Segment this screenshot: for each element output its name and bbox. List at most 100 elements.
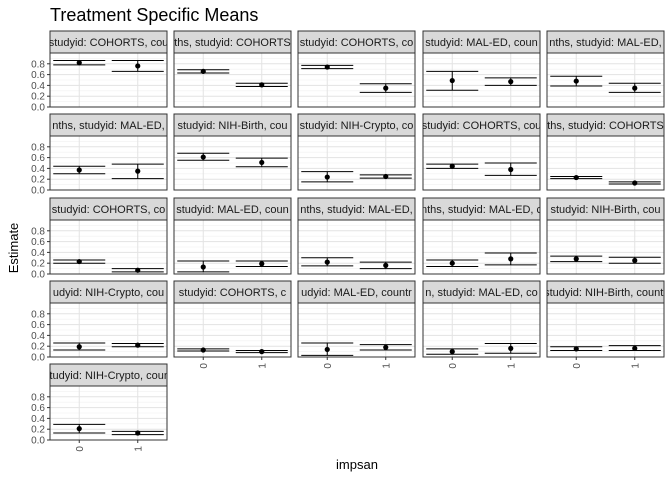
panel-border	[422, 302, 541, 358]
y-tick-label: 0.2	[31, 92, 45, 103]
estimate-point	[632, 257, 638, 264]
x-tick-label: 1	[506, 363, 517, 369]
estimate-point	[508, 79, 514, 85]
x-tick-label: 1	[133, 446, 144, 452]
y-tick-label: 0.6	[31, 70, 45, 81]
estimate-point	[135, 430, 141, 436]
facet-panel: n, studyid: MAL-ED, co 0 1	[422, 280, 541, 369]
x-tick-label: 0	[572, 363, 583, 369]
facet-strip-label: udyid: NIH-Crypto, cou	[53, 287, 164, 299]
y-tick-label: 0.4	[31, 331, 45, 342]
panel-border	[297, 219, 416, 275]
panel-border	[297, 135, 416, 191]
y-tick-label: 0.0	[31, 353, 45, 364]
facet-panel: ths, studyid: COHORTS	[173, 30, 292, 108]
y-axis-title: Estimate	[6, 223, 21, 274]
x-tick-label: 0	[75, 446, 86, 452]
panel-border	[422, 219, 541, 275]
estimate-point	[508, 345, 514, 351]
estimate-point	[508, 166, 514, 173]
x-tick-label: 1	[381, 363, 392, 369]
panel-border	[49, 135, 168, 191]
panel-border	[173, 219, 292, 275]
estimate-point	[324, 174, 330, 180]
facet-strip-label: studyid: NIH-Birth, cou	[177, 120, 287, 132]
facet-panel: studyid: COHORTS, co 0.00.20.40.60.8	[31, 197, 168, 281]
y-tick-label: 0.4	[31, 248, 45, 259]
facet-strip-label: studyid: NIH-Birth, countr	[544, 287, 667, 299]
estimate-point	[200, 347, 206, 353]
estimate-point	[383, 262, 389, 268]
panel-border	[297, 52, 416, 108]
facet-panel: studyid: NIH-Crypto, count 0.00.20.40.60.…	[31, 363, 173, 452]
facet-strip-label: studyid: NIH-Crypto, count	[44, 370, 173, 382]
estimate-point	[259, 261, 265, 267]
panel-border	[49, 385, 168, 441]
facet-strip-label: nths, studyid: MAL-ED, c	[421, 204, 543, 216]
facet-panel: nths, studyid: MAL-ED,	[546, 30, 665, 108]
facet-strip-label: nths, studyid: MAL-ED,	[300, 204, 413, 216]
estimate-point	[200, 68, 206, 74]
y-tick-label: 0.0	[31, 270, 45, 281]
y-tick-label: 0.8	[31, 226, 45, 237]
panel-border	[49, 219, 168, 275]
chart-title: Treatment Specific Means	[50, 5, 258, 25]
facet-panel: studyid: COHORTS, co	[297, 30, 416, 108]
facet-panel: nths, studyid: MAL-ED, c	[421, 197, 543, 275]
x-tick-label: 0	[199, 363, 210, 369]
y-tick-label: 0.0	[31, 436, 45, 447]
panel-border	[422, 52, 541, 108]
y-tick-label: 0.4	[31, 164, 45, 175]
y-tick-label: 0.6	[31, 237, 45, 248]
estimate-point	[573, 174, 579, 181]
estimate-point	[449, 349, 455, 355]
facet-strip-label: ths, studyid: COHORTS	[174, 37, 291, 49]
y-tick-label: 0.8	[31, 392, 45, 403]
facet-panel: studyid: MAL-ED, coun	[422, 30, 541, 108]
estimate-point	[573, 78, 579, 84]
facet-strip-label: studyid: NIH-Crypto, co	[300, 120, 414, 132]
facet-panel: studyid: NIH-Birth, cou	[546, 197, 665, 275]
facet-panel: nths, studyid: MAL-ED,	[297, 197, 416, 275]
facet-panel: ths, studyid: COHORTS	[546, 113, 665, 191]
y-tick-label: 0.6	[31, 403, 45, 414]
estimate-point	[259, 82, 265, 88]
estimate-point	[135, 63, 141, 69]
estimate-point	[632, 345, 638, 351]
estimate-point	[135, 168, 141, 174]
facet-panel: udyid: MAL-ED, countr 0 1	[297, 280, 416, 369]
estimate-point	[76, 60, 82, 66]
y-tick-label: 0.8	[31, 142, 45, 153]
estimate-point	[449, 77, 455, 84]
y-tick-label: 0.8	[31, 309, 45, 320]
facet-strip-label: studyid: COHORTS, cou	[422, 120, 542, 132]
facet-strip-label: n, studyid: MAL-ED, co	[425, 287, 538, 299]
y-tick-label: 0.4	[31, 414, 45, 425]
facet-strip-label: studyid: COHORTS, co	[52, 204, 166, 216]
estimate-point	[573, 346, 579, 352]
estimate-point	[449, 260, 455, 266]
panel-border	[546, 135, 665, 191]
y-tick-label: 0.2	[31, 259, 45, 270]
y-tick-label: 0.6	[31, 153, 45, 164]
facet-strip-label: studyid: COHORTS, c	[179, 287, 287, 299]
estimate-point	[449, 163, 455, 169]
panel-border	[297, 302, 416, 358]
y-tick-label: 0.6	[31, 320, 45, 331]
estimate-point	[383, 344, 389, 350]
facet-panel: studyid: NIH-Crypto, co	[297, 113, 416, 191]
y-tick-label: 0.4	[31, 81, 45, 92]
estimate-point	[573, 256, 579, 262]
x-tick-label: 0	[448, 363, 459, 369]
panel-border	[173, 302, 292, 358]
estimate-point	[324, 346, 330, 353]
estimate-point	[632, 85, 638, 91]
facet-strip-label: studyid: MAL-ED, coun	[425, 37, 538, 49]
facet-strip-label: studyid: COHORTS, co	[300, 37, 414, 49]
facet-strip-label: studyid: MAL-ED, coun	[176, 204, 289, 216]
y-tick-label: 0.2	[31, 342, 45, 353]
y-tick-label: 0.2	[31, 425, 45, 436]
panel-border	[173, 135, 292, 191]
panel-border	[173, 52, 292, 108]
y-tick-label: 0.2	[31, 175, 45, 186]
